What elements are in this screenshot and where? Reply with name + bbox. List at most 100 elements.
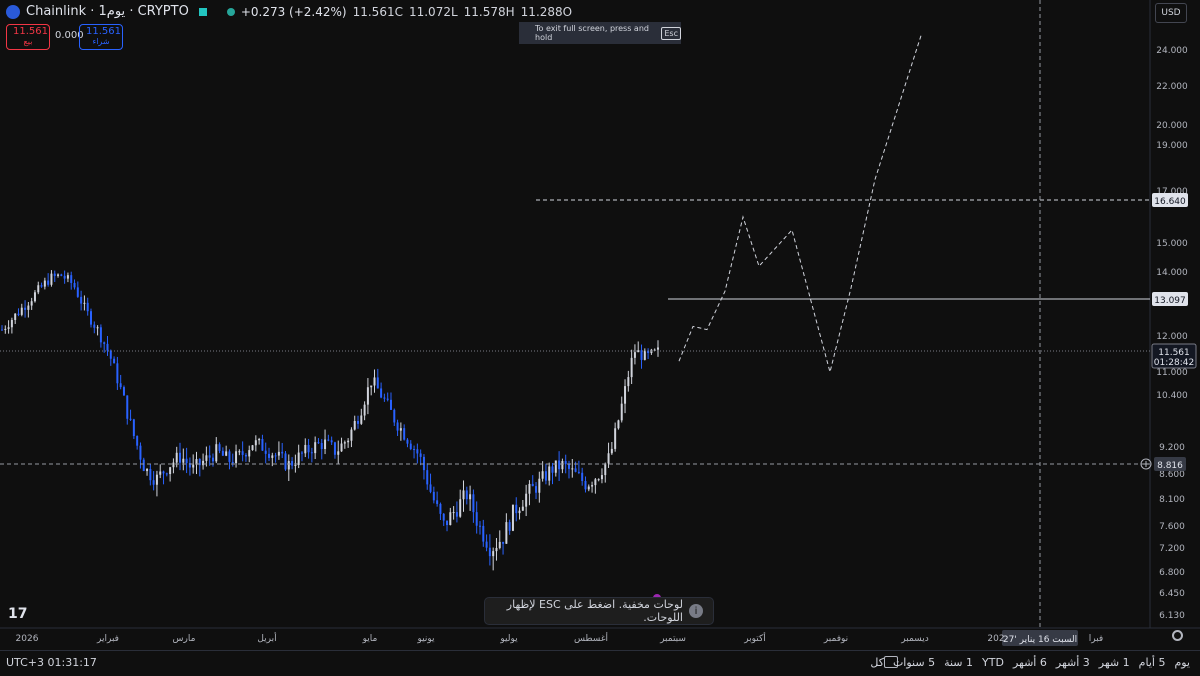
candle-body	[363, 404, 366, 416]
candle-body	[535, 486, 538, 493]
price-tick-label: 20.000	[1156, 121, 1188, 131]
sell-button[interactable]: 11.561 بيع	[6, 24, 50, 50]
candle-body	[488, 547, 491, 557]
candle-body	[136, 436, 139, 446]
symbol-title[interactable]: Chainlink · 1يوم · CRYPTO	[26, 4, 189, 19]
candle-body	[482, 525, 485, 542]
candle-body	[426, 470, 429, 485]
candle-body	[314, 442, 317, 454]
candle-body	[620, 403, 623, 421]
add-alert-icon[interactable]	[1140, 458, 1152, 470]
candle-body	[60, 274, 63, 276]
price-tick-label: 10.400	[1156, 391, 1188, 401]
candle-body	[442, 513, 445, 521]
buy-price: 11.561	[86, 26, 121, 37]
candle-body	[366, 387, 369, 405]
close-value: 11.561C	[352, 4, 403, 19]
toast-text: لوحات مخفية. اضغط على ESC لإظهار اللوحات…	[506, 598, 683, 624]
candle-body	[66, 275, 69, 279]
chainlink-logo-icon	[6, 4, 20, 19]
candle-body	[337, 451, 340, 455]
currency-selector[interactable]: USD	[1155, 3, 1187, 23]
candle-body	[73, 282, 76, 288]
candle-body	[627, 377, 630, 387]
candle-body	[225, 451, 228, 456]
candle-body	[103, 342, 106, 344]
range-1d[interactable]: يوم	[1174, 656, 1190, 669]
candle-body	[597, 479, 600, 481]
buy-button[interactable]: 11.561 شراء	[79, 24, 123, 50]
candle-body	[70, 275, 73, 283]
candle-body	[300, 452, 303, 454]
candle-body	[287, 461, 290, 470]
settings-gear-icon[interactable]	[1172, 630, 1183, 641]
candle-body	[317, 442, 320, 444]
tradingview-logo-icon[interactable]: 17	[8, 606, 28, 622]
candle-body	[577, 471, 580, 473]
candle-body	[624, 386, 627, 404]
candle-body	[76, 287, 79, 297]
candle-body	[205, 455, 208, 461]
candle-body	[581, 472, 584, 481]
candle-body	[630, 357, 633, 378]
range-1m[interactable]: 1 شهر	[1098, 656, 1130, 669]
time-label: فبراير	[96, 634, 119, 644]
range-1y[interactable]: 1 سنة	[944, 656, 974, 669]
range-ytd[interactable]: YTD	[982, 656, 1004, 669]
candle-body	[139, 445, 142, 460]
candle-body	[591, 485, 594, 487]
price-tick-label: 7.600	[1159, 522, 1185, 532]
range-6m[interactable]: 6 أشهر	[1012, 656, 1047, 669]
price-chart[interactable]: 24.000 22.000 20.000 19.000 17.000 15.000 14.0…	[0, 0, 1200, 650]
range-3m[interactable]: 3 أشهر	[1055, 656, 1090, 669]
candle-body	[347, 440, 350, 443]
time-label: أكتوبر	[743, 632, 766, 644]
time-label: مايو	[362, 634, 378, 644]
candle-body	[640, 350, 643, 360]
candle-body	[393, 409, 396, 423]
range-5y[interactable]: 5 سنوات	[892, 656, 936, 669]
candle-body	[637, 350, 640, 353]
projection-path[interactable]	[678, 35, 922, 374]
candle-body	[333, 442, 336, 455]
candle-body	[211, 457, 214, 462]
candle-body	[376, 377, 379, 389]
candle-body	[43, 280, 46, 287]
candle-body	[551, 466, 554, 473]
candle-body	[152, 480, 155, 485]
candle-body	[261, 439, 264, 451]
range-all[interactable]: كل	[870, 656, 884, 669]
calendar-goto-icon[interactable]	[884, 656, 898, 668]
range-5d[interactable]: 5 أيام	[1138, 656, 1166, 669]
candle-body	[389, 399, 392, 410]
candle-body	[413, 448, 416, 450]
candle-body	[452, 512, 455, 514]
candle-body	[462, 490, 465, 500]
candle-body	[241, 451, 244, 455]
panels-hidden-toast: i لوحات مخفية. اضغط على ESC لإظهار اللوح…	[484, 597, 714, 625]
price-label-hline-text: 13.097	[1154, 296, 1186, 306]
candle-body	[370, 385, 373, 388]
candle-body	[215, 444, 218, 462]
candle-body	[192, 464, 195, 468]
live-dot-icon	[226, 7, 235, 16]
symbol-legend[interactable]: Chainlink · 1يوم · CRYPTO +0.273 (+2.42%…	[6, 4, 572, 19]
candle-body	[380, 388, 383, 398]
candle-body	[126, 395, 129, 419]
price-tick-label: 9.200	[1159, 443, 1185, 453]
candle-body	[502, 541, 505, 544]
candle-body	[281, 451, 284, 454]
candle-body	[208, 455, 211, 458]
price-tick-label: 12.000	[1156, 332, 1188, 342]
candle-body	[594, 479, 597, 486]
candle-body	[254, 440, 257, 446]
candle-body	[291, 461, 294, 466]
candle-body	[515, 504, 518, 514]
candle-body	[469, 494, 472, 500]
candle-body	[172, 462, 175, 468]
timezone-clock[interactable]: UTC+3 01:31:17	[6, 656, 97, 669]
candle-body	[122, 387, 125, 396]
candle-body	[116, 363, 119, 384]
price-label-hline: 13.097	[1152, 292, 1188, 306]
time-label: ديسمبر	[900, 634, 928, 644]
